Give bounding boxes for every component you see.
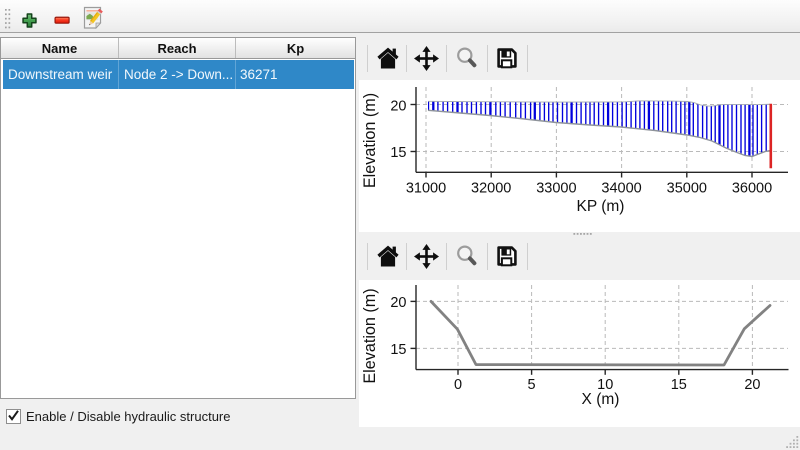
svg-text:31000: 31000 xyxy=(406,181,446,197)
svg-text:15: 15 xyxy=(390,145,406,161)
svg-text:0: 0 xyxy=(454,377,462,393)
svg-text:20: 20 xyxy=(390,98,406,114)
svg-text:35000: 35000 xyxy=(667,181,707,197)
svg-text:X (m): X (m) xyxy=(582,391,620,408)
svg-text:10: 10 xyxy=(597,377,613,393)
svg-text:KP (m): KP (m) xyxy=(577,198,625,215)
svg-text:20: 20 xyxy=(744,377,760,393)
svg-text:15: 15 xyxy=(671,377,687,393)
svg-text:Elevation (m): Elevation (m) xyxy=(361,93,379,188)
svg-text:15: 15 xyxy=(390,342,406,358)
svg-text:Elevation (m): Elevation (m) xyxy=(361,288,379,383)
svg-text:36000: 36000 xyxy=(732,181,772,197)
svg-text:33000: 33000 xyxy=(536,181,576,197)
svg-text:32000: 32000 xyxy=(471,181,511,197)
svg-text:5: 5 xyxy=(528,377,536,393)
svg-text:20: 20 xyxy=(390,295,406,311)
svg-text:34000: 34000 xyxy=(601,181,641,197)
